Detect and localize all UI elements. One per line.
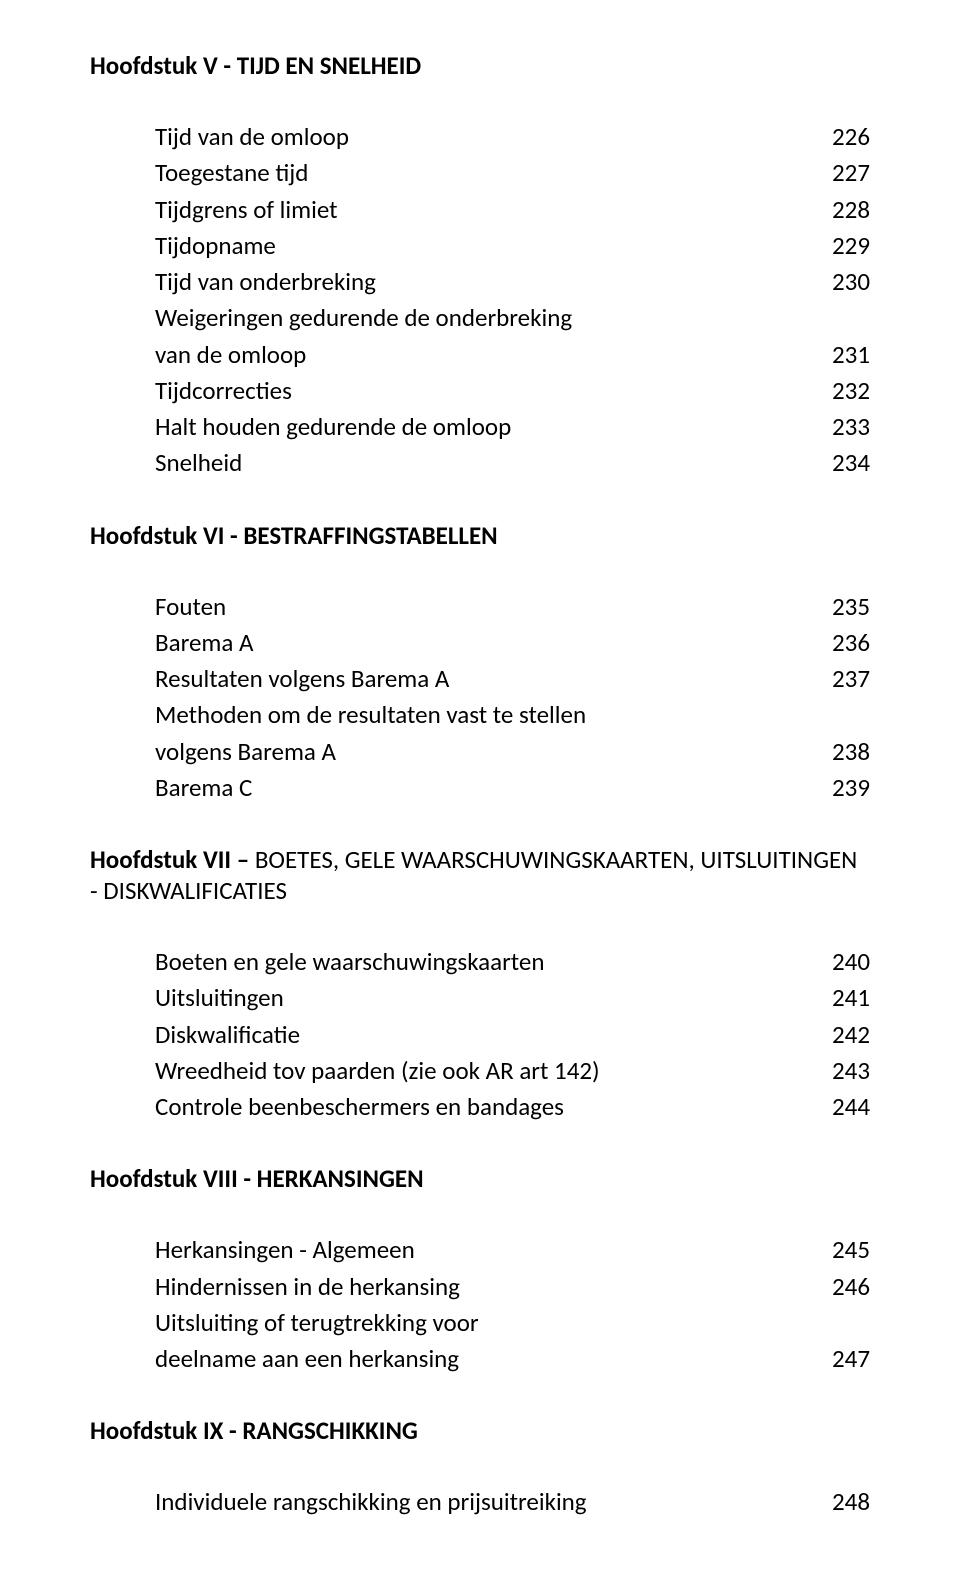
toc-page: 246: [810, 1269, 870, 1305]
chapter-7-toc: Boeten en gele waarschuwingskaarten 240 …: [155, 944, 870, 1125]
toc-page: 240: [810, 944, 870, 980]
chapter-8-title: Hoofdstuk VIII - HERKANSINGEN: [90, 1163, 870, 1194]
toc-label: Tijdopname: [155, 228, 810, 264]
toc-label: Halt houden gedurende de omloop: [155, 409, 810, 445]
toc-label: Barema A: [155, 625, 810, 661]
toc-row: Fouten 235: [155, 589, 870, 625]
toc-page: [810, 1305, 870, 1341]
toc-page: 228: [810, 192, 870, 228]
toc-page: 238: [810, 734, 870, 770]
chapter-6-title: Hoofdstuk VI - BESTRAFFINGSTABELLEN: [90, 520, 870, 551]
toc-row: Tijd van de omloop 226: [155, 119, 870, 155]
toc-label: Tijd van onderbreking: [155, 264, 810, 300]
toc-page: 247: [810, 1341, 870, 1377]
toc-row: Barema C 239: [155, 770, 870, 806]
toc-page: 236: [810, 625, 870, 661]
toc-page: 242: [810, 1017, 870, 1053]
toc-label: Uitsluiting of terugtrekking voor: [155, 1305, 810, 1341]
toc-row: Herkansingen - Algemeen 245: [155, 1232, 870, 1268]
toc-row: volgens Barema A 238: [155, 734, 870, 770]
toc-row: deelname aan een herkansing 247: [155, 1341, 870, 1377]
toc-page: 243: [810, 1053, 870, 1089]
toc-label: Diskwalificatie: [155, 1017, 810, 1053]
toc-row: Tijd van onderbreking 230: [155, 264, 870, 300]
toc-page: 244: [810, 1089, 870, 1125]
toc-label: Toegestane tijd: [155, 155, 810, 191]
toc-row: Snelheid 234: [155, 445, 870, 481]
toc-page: 229: [810, 228, 870, 264]
toc-page: 241: [810, 980, 870, 1016]
toc-row: Wreedheid tov paarden (zie ook AR art 14…: [155, 1053, 870, 1089]
toc-row: Tijdgrens of limiet 228: [155, 192, 870, 228]
toc-row: Tijdopname 229: [155, 228, 870, 264]
toc-page: [810, 300, 870, 336]
toc-row: Controle beenbeschermers en bandages 244: [155, 1089, 870, 1125]
toc-label: volgens Barema A: [155, 734, 810, 770]
toc-label: Tijd van de omloop: [155, 119, 810, 155]
toc-row: Individuele rangschikking en prijsuitrei…: [155, 1484, 870, 1520]
chapter-7-title: Hoofdstuk VII – BOETES, GELE WAARSCHUWIN…: [90, 844, 870, 906]
document-page: Hoofdstuk V - TIJD EN SNELHEID Tijd van …: [0, 0, 960, 1571]
toc-label: Controle beenbeschermers en bandages: [155, 1089, 810, 1125]
toc-page: 235: [810, 589, 870, 625]
toc-row: Halt houden gedurende de omloop 233: [155, 409, 870, 445]
toc-page: 227: [810, 155, 870, 191]
toc-label: Wreedheid tov paarden (zie ook AR art 14…: [155, 1053, 810, 1089]
toc-row: Resultaten volgens Barema A 237: [155, 661, 870, 697]
toc-label: Uitsluitingen: [155, 980, 810, 1016]
toc-label: Boeten en gele waarschuwingskaarten: [155, 944, 810, 980]
toc-label: Weigeringen gedurende de onderbreking: [155, 300, 810, 336]
toc-label: Tijdcorrecties: [155, 373, 810, 409]
toc-page: 226: [810, 119, 870, 155]
chapter-6-toc: Fouten 235 Barema A 236 Resultaten volge…: [155, 589, 870, 807]
toc-row: Diskwalificatie 242: [155, 1017, 870, 1053]
toc-label: Hindernissen in de herkansing: [155, 1269, 810, 1305]
toc-page: 234: [810, 445, 870, 481]
toc-label: Herkansingen - Algemeen: [155, 1232, 810, 1268]
toc-page: 245: [810, 1232, 870, 1268]
toc-label: Tijdgrens of limiet: [155, 192, 810, 228]
toc-page: [810, 697, 870, 733]
chapter-9-title: Hoofdstuk IX - RANGSCHIKKING: [90, 1415, 870, 1446]
toc-label: Methoden om de resultaten vast te stelle…: [155, 697, 810, 733]
toc-label: Individuele rangschikking en prijsuitrei…: [155, 1484, 810, 1520]
toc-row: Toegestane tijd 227: [155, 155, 870, 191]
toc-page: 248: [810, 1484, 870, 1520]
toc-row: Tijdcorrecties 232: [155, 373, 870, 409]
toc-page: 230: [810, 264, 870, 300]
chapter-7-title-bold: Hoofdstuk VII –: [90, 844, 255, 875]
toc-row: Boeten en gele waarschuwingskaarten 240: [155, 944, 870, 980]
toc-row: Uitsluitingen 241: [155, 980, 870, 1016]
toc-row: Hindernissen in de herkansing 246: [155, 1269, 870, 1305]
toc-page: 231: [810, 337, 870, 373]
toc-page: 237: [810, 661, 870, 697]
toc-row: van de omloop 231: [155, 337, 870, 373]
toc-label: Snelheid: [155, 445, 810, 481]
toc-row: Uitsluiting of terugtrekking voor: [155, 1305, 870, 1341]
toc-page: 233: [810, 409, 870, 445]
toc-label: Resultaten volgens Barema A: [155, 661, 810, 697]
toc-row: Methoden om de resultaten vast te stelle…: [155, 697, 870, 733]
toc-page: 239: [810, 770, 870, 806]
toc-label: Barema C: [155, 770, 810, 806]
chapter-5-title: Hoofdstuk V - TIJD EN SNELHEID: [90, 50, 870, 81]
chapter-8-toc: Herkansingen - Algemeen 245 Hindernissen…: [155, 1232, 870, 1377]
toc-label: Fouten: [155, 589, 810, 625]
toc-label: van de omloop: [155, 337, 810, 373]
toc-row: Weigeringen gedurende de onderbreking: [155, 300, 870, 336]
toc-page: 232: [810, 373, 870, 409]
toc-row: Barema A 236: [155, 625, 870, 661]
chapter-9-toc: Individuele rangschikking en prijsuitrei…: [155, 1484, 870, 1520]
toc-label: deelname aan een herkansing: [155, 1341, 810, 1377]
chapter-5-toc: Tijd van de omloop 226 Toegestane tijd 2…: [155, 119, 870, 482]
